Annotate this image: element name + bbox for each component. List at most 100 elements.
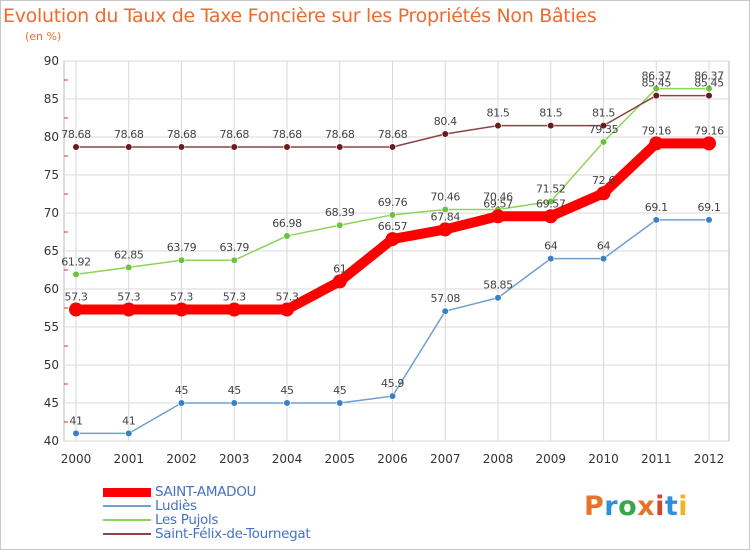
data-label: 67.84	[431, 210, 461, 223]
data-point	[280, 302, 294, 317]
data-label: 69.76	[378, 196, 408, 209]
data-label: 85.45	[694, 77, 724, 90]
y-tick-label: 45	[44, 396, 59, 410]
data-label: 86.37	[694, 70, 724, 83]
logo-letter: r	[604, 491, 619, 522]
x-tick-label: 2008	[483, 452, 514, 466]
legend-item: Ludiès	[103, 498, 363, 514]
data-label: 41	[122, 414, 135, 427]
x-tick-label: 2011	[641, 452, 672, 466]
x-tick-label: 2003	[219, 452, 250, 466]
data-point	[652, 84, 660, 93]
data-label: 57.3	[170, 291, 193, 304]
legend-swatch	[103, 519, 151, 521]
data-point	[336, 221, 344, 229]
data-point	[705, 216, 713, 224]
x-tick-label: 2001	[113, 452, 144, 466]
data-point	[283, 399, 291, 407]
data-label: 45.9	[381, 377, 404, 390]
data-label: 78.68	[114, 128, 144, 141]
data-point	[441, 307, 449, 315]
data-point	[177, 256, 186, 264]
data-label: 78.68	[167, 128, 197, 141]
data-label: 78.68	[378, 128, 408, 141]
data-point	[652, 91, 660, 100]
data-point	[283, 143, 291, 151]
data-point	[72, 429, 80, 438]
data-label: 45	[228, 384, 242, 397]
data-point	[494, 294, 502, 302]
data-label: 71.52	[536, 182, 566, 195]
data-point	[547, 255, 555, 263]
data-point	[332, 274, 347, 289]
data-point	[599, 121, 608, 130]
data-point	[230, 143, 238, 151]
data-point	[69, 302, 83, 317]
data-point	[283, 232, 291, 240]
data-point	[336, 143, 344, 151]
data-point	[649, 136, 664, 151]
legend-item: SAINT-AMADOU	[103, 484, 363, 500]
data-label: 70.46	[483, 191, 513, 204]
data-label: 80.4	[434, 115, 457, 128]
data-point	[336, 399, 344, 407]
data-label: 41	[69, 414, 82, 427]
y-tick-label: 70	[44, 206, 59, 220]
data-label: 78.68	[272, 128, 302, 141]
x-tick-label: 2000	[61, 452, 92, 466]
data-point	[491, 209, 505, 224]
y-tick-label: 40	[44, 434, 59, 448]
data-label: 79.35	[589, 123, 619, 136]
data-label: 61.92	[61, 255, 91, 268]
data-point	[596, 186, 611, 201]
y-tick-label: 85	[44, 92, 59, 106]
data-point	[177, 143, 186, 151]
logo-letter: i	[678, 491, 689, 522]
data-label: 64	[597, 240, 611, 253]
data-label: 63.79	[220, 241, 250, 254]
data-label: 57.3	[65, 291, 88, 304]
x-tick-label: 2010	[588, 452, 619, 466]
data-label: 61	[333, 262, 346, 275]
logo-letter: x	[637, 491, 656, 522]
data-label: 81.5	[487, 107, 510, 120]
data-point	[652, 216, 660, 224]
data-label: 79.16	[642, 124, 672, 137]
proxiti-logo: Proxiti	[584, 491, 688, 522]
data-label: 78.68	[61, 128, 91, 141]
x-tick-label: 2002	[166, 452, 197, 466]
data-label: 69.57	[483, 197, 513, 210]
data-point	[441, 205, 449, 214]
chart-title: Evolution du Taux de Taxe Foncière sur l…	[3, 5, 597, 27]
y-tick-label: 50	[44, 358, 59, 372]
data-label: 45	[280, 384, 294, 397]
data-label: 72.6	[592, 174, 615, 187]
legend-item: Saint-Félix-de-Tournegat	[103, 526, 363, 542]
x-tick-label: 2004	[272, 452, 303, 466]
data-label: 63.79	[167, 241, 197, 254]
data-point	[599, 138, 608, 146]
data-point	[441, 130, 449, 138]
data-label: 57.08	[431, 292, 461, 305]
unit-label: (en %)	[25, 30, 62, 43]
legend-label: Ludiès	[155, 498, 197, 514]
data-label: 57.3	[223, 291, 246, 304]
legend-label: Saint-Félix-de-Tournegat	[155, 526, 311, 542]
data-point	[494, 121, 502, 130]
data-label: 79.16	[694, 124, 724, 137]
y-tick-label: 75	[44, 168, 59, 182]
data-label: 57.3	[276, 291, 299, 304]
data-label: 69.57	[536, 197, 566, 210]
data-point	[388, 143, 397, 151]
legend-label: SAINT-AMADOU	[155, 484, 257, 500]
legend-swatch	[103, 487, 151, 497]
data-label: 45	[175, 384, 189, 397]
logo-letter: P	[584, 491, 605, 522]
logo-letter: i	[655, 491, 665, 522]
data-label: 81.5	[592, 107, 615, 120]
data-label: 81.5	[539, 107, 562, 120]
data-point	[438, 222, 453, 237]
y-tick-label: 60	[44, 282, 59, 296]
data-label: 68.39	[325, 206, 355, 219]
data-point	[702, 136, 716, 151]
